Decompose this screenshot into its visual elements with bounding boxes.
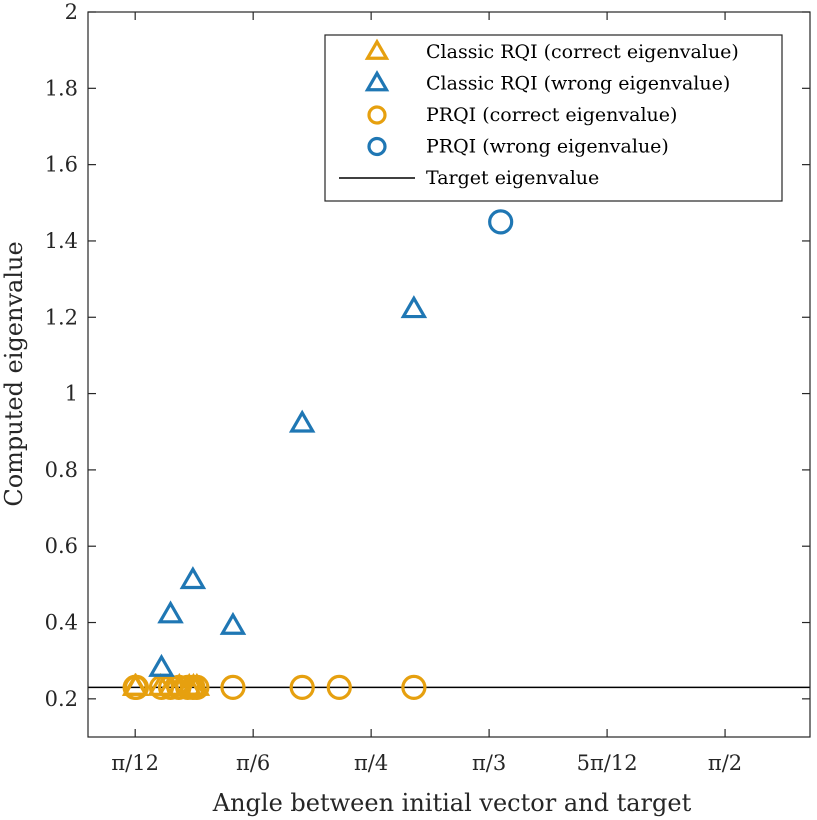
classic-rqi-wrong-point (400, 295, 428, 319)
classic-rqi-wrong-point (179, 566, 207, 590)
classic-rqi-wrong-point (157, 600, 184, 624)
x-tick-label: π/3 (472, 751, 506, 775)
legend-symbol (367, 105, 387, 125)
classic-rqi-wrong-point (148, 653, 175, 677)
x-tick-label: 5π/12 (577, 751, 638, 775)
axes: 0.2 0.4 0.6 0.8 1 1.2 1.4 1.6 1.8 2 π/12 π/6 π/4 π/3 5… (45, 0, 811, 775)
axes-box (87, 11, 811, 738)
classic-rqi-wrong-point (219, 611, 247, 635)
y-tick-label: 0.6 (45, 534, 78, 558)
prqi-correct-point (401, 674, 427, 700)
legend-box (324, 34, 783, 202)
legend-symbol (364, 70, 390, 92)
prqi-correct-point (220, 674, 246, 700)
y-tick-label: 0.4 (45, 611, 78, 635)
classic-rqi-correct-point (183, 672, 211, 696)
x-tick-label: π/4 (354, 751, 388, 775)
x-tick-label: π/12 (111, 751, 159, 775)
legend-entry: Classic RQI (correct eigenvalue) (426, 41, 739, 63)
y-tick-label: 1.4 (45, 229, 78, 253)
legend-symbol (367, 136, 387, 157)
y-tick-label: 1.8 (45, 76, 78, 100)
y-tick-label: 0.2 (45, 687, 78, 711)
y-tick-label: 1.6 (45, 153, 78, 177)
y-tick-label: 1 (65, 382, 78, 406)
legend-entry: PRQI (wrong eigenvalue) (426, 136, 669, 158)
x-tick-label: π/2 (708, 751, 742, 775)
legend-entry: Target eigenvalue (426, 167, 599, 189)
y-tick-label: 0.8 (45, 458, 78, 482)
legend-entry: Classic RQI (wrong eigenvalue) (426, 73, 730, 95)
y-tick-label: 1.2 (45, 305, 78, 329)
x-axis-label: Angle between initial vector and target (212, 789, 692, 817)
prqi-wrong-point (488, 209, 514, 235)
classic-rqi-wrong-point (288, 409, 316, 433)
legend: Classic RQI (correct eigenvalue) Classic … (324, 34, 783, 202)
x-tick-label: π/6 (236, 751, 270, 775)
y-axis-label: Computed eigenvalue (0, 241, 28, 506)
legend-entry: PRQI (correct eigenvalue) (426, 104, 677, 126)
plot-area (88, 209, 810, 700)
prqi-correct-point (326, 674, 352, 700)
prqi-correct-point (289, 674, 315, 700)
y-tick-label: 2 (65, 0, 78, 24)
classic-rqi-correct-point (122, 672, 150, 696)
legend-symbol (364, 38, 390, 60)
